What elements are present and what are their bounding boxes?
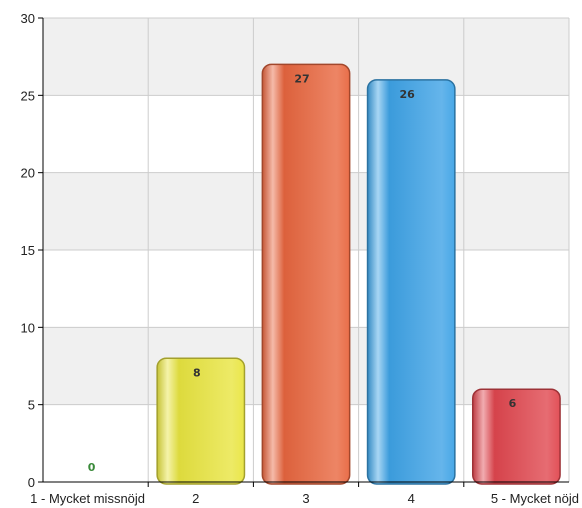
y-tick-label: 15 [21,243,35,258]
y-axis-ticks: 0 5 10 15 20 25 30 [21,11,43,490]
y-tick-label: 30 [21,11,35,26]
y-tick-label: 0 [28,475,35,490]
data-label-3: 27 [294,72,309,85]
data-label-2: 8 [193,366,201,379]
bar-3 [261,63,351,485]
x-tick-label: 1 - Mycket missnöjd [30,491,145,506]
bars [156,63,561,485]
x-tick-label: 5 - Mycket nöjd [491,491,579,506]
y-tick-label: 20 [21,166,35,181]
x-axis-ticks: 1 - Mycket missnöjd 2 3 4 5 - Mycket nöjd [30,482,579,506]
data-label-1: 0 [88,461,96,474]
bar-5 [471,388,561,485]
bar-2 [156,357,246,485]
x-tick-label: 4 [408,491,415,506]
x-tick-label: 3 [302,491,309,506]
x-tick-label: 2 [192,491,199,506]
bar-4 [366,79,456,485]
y-tick-label: 5 [28,398,35,413]
data-label-5: 6 [509,397,517,410]
y-tick-label: 25 [21,88,35,103]
data-label-4: 26 [400,88,416,101]
data-labels: 0 8 27 26 6 [88,72,517,474]
y-tick-label: 10 [21,320,35,335]
